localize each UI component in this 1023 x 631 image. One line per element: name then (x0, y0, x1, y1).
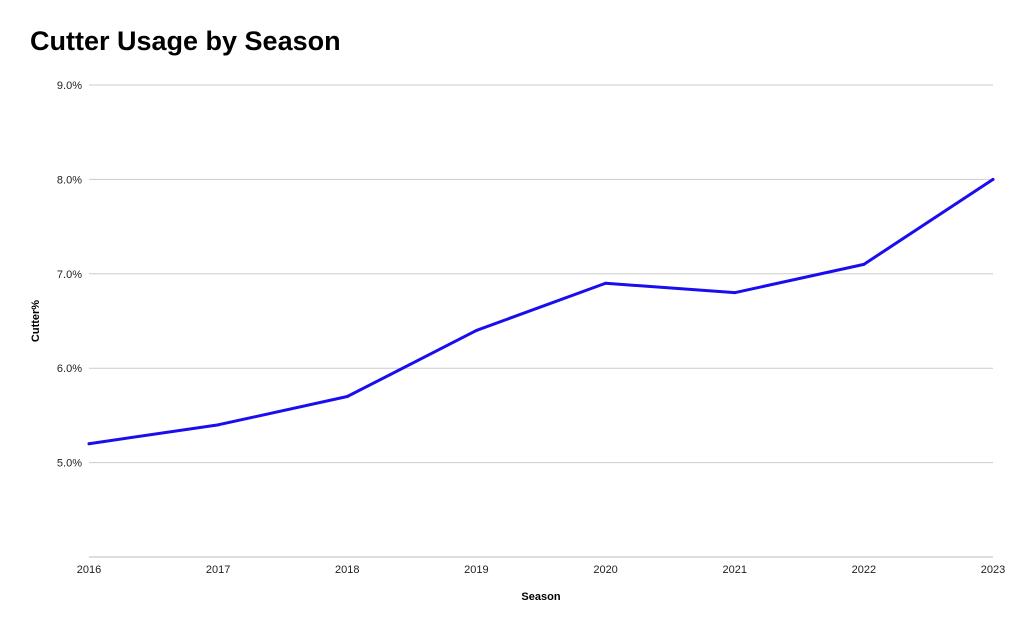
chart-title: Cutter Usage by Season (30, 26, 341, 56)
x-tick-label: 2016 (77, 564, 101, 576)
x-tick-label: 2021 (722, 564, 746, 576)
x-axis-title: Season (521, 591, 560, 603)
x-tick-label: 2023 (981, 564, 1005, 576)
data-point (862, 262, 866, 266)
data-point (474, 328, 478, 332)
y-axis-title: Cutter% (30, 300, 42, 342)
data-point (991, 177, 995, 181)
x-axis-ticks: 2016 2017 2018 2019 2020 2021 2022 2023 (77, 564, 1005, 576)
data-point (87, 442, 91, 446)
y-tick-label: 9.0% (57, 80, 82, 92)
x-tick-label: 2017 (206, 564, 230, 576)
x-tick-label: 2020 (593, 564, 617, 576)
data-point (345, 395, 349, 399)
gridlines (89, 84, 993, 558)
y-tick-label: 7.0% (57, 269, 82, 281)
series-line (87, 177, 995, 446)
series-layer (87, 177, 995, 446)
data-point (733, 291, 737, 295)
data-point (604, 281, 608, 285)
y-axis-ticks: 5.0% 6.0% 7.0% 8.0% 9.0% (57, 80, 82, 470)
x-tick-label: 2022 (852, 564, 876, 576)
y-tick-label: 6.0% (57, 363, 82, 375)
y-tick-label: 5.0% (57, 458, 82, 470)
y-tick-label: 8.0% (57, 174, 82, 186)
x-tick-label: 2019 (464, 564, 488, 576)
data-point (216, 423, 220, 427)
x-tick-label: 2018 (335, 564, 359, 576)
